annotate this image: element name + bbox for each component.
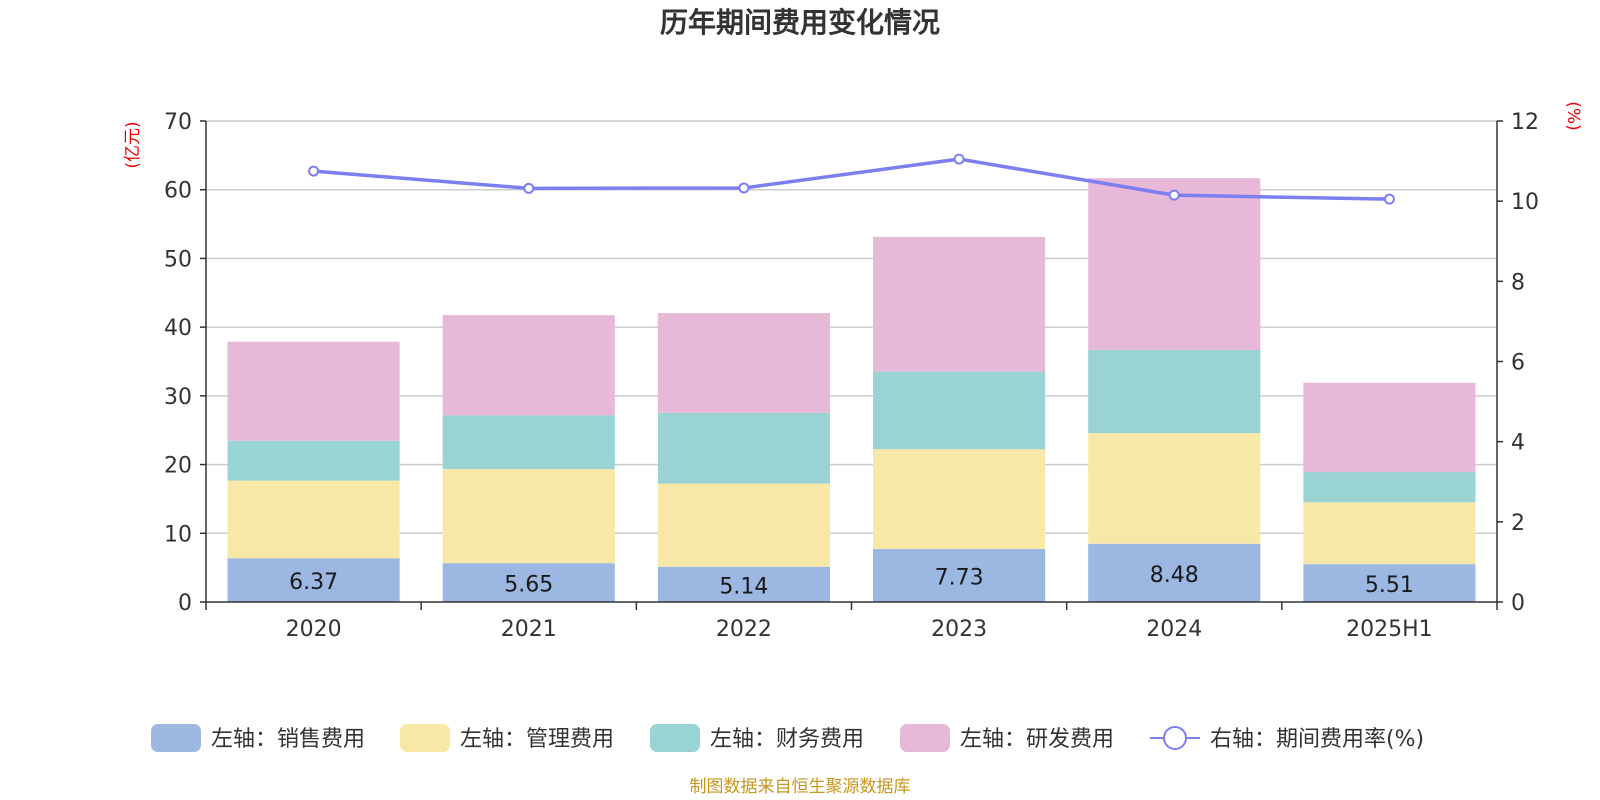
legend: 左轴：销售费用 左轴：管理费用 左轴：财务费用 左轴：研发费用 右轴：期间费用率(%) xyxy=(151,724,1424,752)
left-tick-label: 0 xyxy=(178,591,192,616)
bar-value-label: 5.51 xyxy=(1365,573,1414,598)
bar-finance xyxy=(1303,472,1476,503)
bars xyxy=(227,178,1476,602)
bar-rnd xyxy=(1088,178,1261,350)
bar-rnd xyxy=(227,341,400,441)
x-tick-label: 2022 xyxy=(716,617,772,642)
bar-finance xyxy=(873,371,1046,450)
bar-admin xyxy=(873,449,1046,549)
x-tick-label: 2021 xyxy=(501,617,557,642)
legend-swatch-finance xyxy=(650,724,700,752)
bar-admin xyxy=(1088,433,1261,544)
rate-point xyxy=(953,153,965,165)
right-tick-label: 8 xyxy=(1511,270,1525,295)
legend-label: 左轴：管理费用 xyxy=(460,727,614,752)
bar-rnd xyxy=(657,313,830,413)
left-tick-label: 40 xyxy=(164,316,192,341)
bar-value-label: 6.37 xyxy=(289,570,338,595)
right-axis-unit: (%) xyxy=(1563,101,1583,130)
left-tick-label: 50 xyxy=(164,247,192,272)
bar-rnd xyxy=(1303,382,1476,473)
legend-circle-swatch xyxy=(1163,726,1187,750)
rate-point xyxy=(523,182,535,194)
x-tick-label: 2020 xyxy=(286,617,342,642)
rate-point xyxy=(1383,193,1395,205)
bar-sales xyxy=(442,563,615,602)
right-tick-label: 2 xyxy=(1511,511,1525,536)
legend-label: 左轴：财务费用 xyxy=(710,727,864,752)
bar-finance xyxy=(442,415,615,470)
bar-rnd xyxy=(873,236,1046,372)
grid-lines xyxy=(206,120,1497,535)
x-tick-label: 2024 xyxy=(1146,617,1202,642)
bar-labels: 6.37 5.65 5.14 7.73 8.48 5.51 xyxy=(289,563,1414,599)
right-tick-label: 6 xyxy=(1511,351,1525,376)
bar-sales xyxy=(873,548,1046,602)
legend-label: 右轴：期间费用率(%) xyxy=(1210,727,1424,752)
left-tick-label: 70 xyxy=(164,110,192,135)
right-tick-label: 12 xyxy=(1511,110,1539,135)
left-tick-label: 60 xyxy=(164,179,192,204)
bar-sales xyxy=(1303,564,1476,602)
source-note: 制图数据来自恒生聚源数据库 xyxy=(690,777,911,797)
chart-title: 历年期间费用变化情况 xyxy=(660,6,940,39)
left-tick-label: 30 xyxy=(164,385,192,410)
right-tick-label: 10 xyxy=(1511,190,1539,215)
rate-line xyxy=(308,153,1395,205)
bar-value-label: 7.73 xyxy=(935,565,984,590)
bar-finance xyxy=(227,440,400,481)
bar-admin xyxy=(227,480,400,559)
x-tick-label: 2025H1 xyxy=(1346,617,1433,642)
bar-finance xyxy=(1088,349,1261,434)
rate-line-path xyxy=(313,157,1390,201)
bar-admin xyxy=(1303,502,1476,565)
bar-sales xyxy=(1088,543,1261,602)
bar-value-label: 5.14 xyxy=(719,574,768,599)
bar-finance xyxy=(657,412,830,484)
legend-swatch-admin xyxy=(400,724,450,752)
bar-rnd xyxy=(442,315,615,416)
rate-point xyxy=(308,165,320,177)
x-tick-label: 2023 xyxy=(931,617,987,642)
axes: 0 10 20 30 40 50 60 70 0 2 4 6 8 10 12 2020 2021 2022 2023… xyxy=(164,110,1539,642)
bar-admin xyxy=(657,483,830,567)
bar-value-label: 5.65 xyxy=(504,573,553,598)
left-tick-label: 10 xyxy=(164,522,192,547)
bar-value-label: 8.48 xyxy=(1150,563,1199,588)
left-axis-unit: (亿元) xyxy=(123,121,143,168)
legend-swatch-rnd xyxy=(900,724,950,752)
right-tick-label: 0 xyxy=(1511,591,1525,616)
bar-sales xyxy=(657,566,830,602)
right-tick-label: 4 xyxy=(1511,431,1525,456)
left-tick-label: 20 xyxy=(164,454,192,479)
bar-sales xyxy=(227,558,400,602)
legend-label: 左轴：销售费用 xyxy=(211,727,365,752)
rate-point xyxy=(1168,189,1180,201)
bar-admin xyxy=(442,469,615,564)
rate-point xyxy=(738,182,750,194)
legend-swatch-sales xyxy=(151,724,201,752)
legend-label: 左轴：研发费用 xyxy=(960,727,1114,752)
